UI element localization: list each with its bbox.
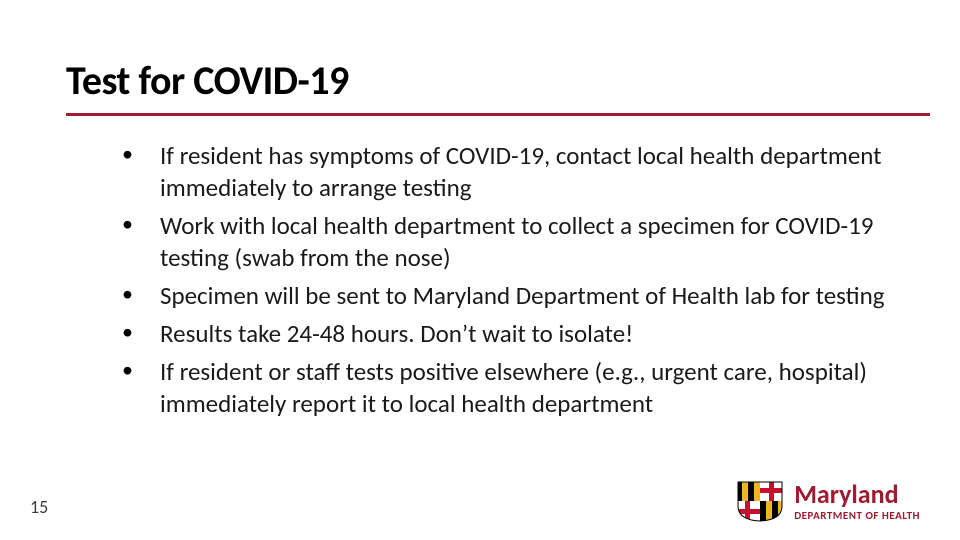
slide-title: Test for COVID-19: [66, 56, 930, 111]
bullet-item: Results take 24-48 hours. Don’t wait to …: [110, 318, 920, 350]
page-number: 15: [30, 496, 48, 518]
bullet-list: If resident has symptoms of COVID-19, co…: [110, 140, 920, 420]
title-underline: [66, 113, 930, 116]
slide-body: If resident has symptoms of COVID-19, co…: [110, 140, 920, 426]
title-block: Test for COVID-19: [66, 56, 930, 116]
slide: Test for COVID-19 If resident has sympto…: [0, 0, 960, 540]
logo-text: Maryland DEPARTMENT OF HEALTH: [794, 481, 920, 521]
footer-logo: Maryland DEPARTMENT OF HEALTH: [736, 480, 920, 522]
logo-brand-name: Maryland: [794, 481, 920, 507]
logo-brand-sub: DEPARTMENT OF HEALTH: [794, 510, 920, 521]
bullet-item: Specimen will be sent to Maryland Depart…: [110, 280, 920, 312]
bullet-item: Work with local health department to col…: [110, 210, 920, 274]
maryland-flag-icon: [736, 480, 784, 522]
bullet-item: If resident or staff tests positive else…: [110, 356, 920, 420]
bullet-item: If resident has symptoms of COVID-19, co…: [110, 140, 920, 204]
